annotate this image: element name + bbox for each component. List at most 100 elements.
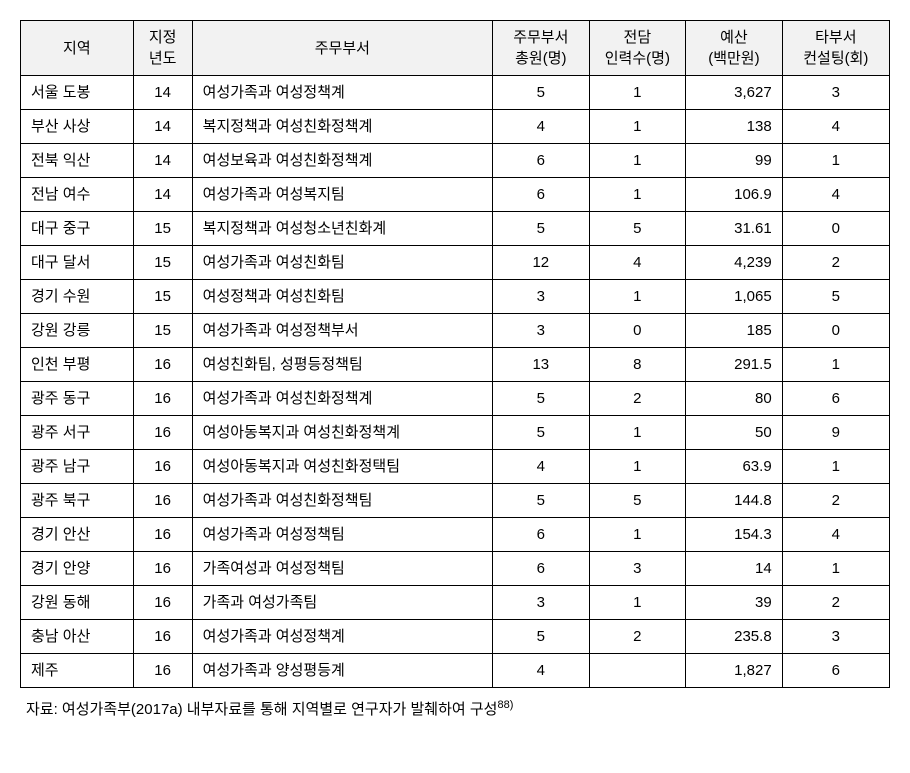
cell-budget: 185 bbox=[686, 314, 783, 348]
cell-consult: 6 bbox=[782, 382, 889, 416]
cell-staff: 4 bbox=[493, 654, 590, 688]
cell-year: 16 bbox=[133, 654, 192, 688]
cell-dept: 여성정책과 여성친화팀 bbox=[192, 280, 492, 314]
cell-region: 대구 달서 bbox=[21, 246, 134, 280]
cell-staff: 6 bbox=[493, 144, 590, 178]
cell-dedicated: 5 bbox=[589, 484, 686, 518]
table-header: 지역 지정년도 주무부서 주무부서총원(명) 전담인력수(명) 예산(백만원) … bbox=[21, 21, 890, 76]
cell-dedicated: 1 bbox=[589, 280, 686, 314]
table-row: 전남 여수14여성가족과 여성복지팀61106.94 bbox=[21, 178, 890, 212]
cell-year: 16 bbox=[133, 348, 192, 382]
cell-staff: 12 bbox=[493, 246, 590, 280]
cell-dept: 여성가족과 여성친화정책계 bbox=[192, 382, 492, 416]
cell-consult: 2 bbox=[782, 586, 889, 620]
cell-budget: 3,627 bbox=[686, 76, 783, 110]
cell-region: 충남 아산 bbox=[21, 620, 134, 654]
cell-staff: 3 bbox=[493, 280, 590, 314]
cell-dept: 여성가족과 여성정책계 bbox=[192, 76, 492, 110]
cell-year: 16 bbox=[133, 620, 192, 654]
table-row: 경기 수원15여성정책과 여성친화팀311,0655 bbox=[21, 280, 890, 314]
cell-dedicated: 1 bbox=[589, 76, 686, 110]
cell-consult: 2 bbox=[782, 246, 889, 280]
cell-budget: 31.61 bbox=[686, 212, 783, 246]
cell-year: 14 bbox=[133, 110, 192, 144]
cell-staff: 4 bbox=[493, 110, 590, 144]
cell-dept: 여성가족과 여성정책계 bbox=[192, 620, 492, 654]
cell-staff: 5 bbox=[493, 212, 590, 246]
cell-budget: 50 bbox=[686, 416, 783, 450]
cell-year: 16 bbox=[133, 552, 192, 586]
cell-dedicated bbox=[589, 654, 686, 688]
cell-region: 부산 사상 bbox=[21, 110, 134, 144]
cell-staff: 5 bbox=[493, 382, 590, 416]
cell-staff: 3 bbox=[493, 314, 590, 348]
table-row: 전북 익산14여성보육과 여성친화정책계61991 bbox=[21, 144, 890, 178]
cell-staff: 5 bbox=[493, 416, 590, 450]
cell-region: 서울 도봉 bbox=[21, 76, 134, 110]
cell-consult: 0 bbox=[782, 314, 889, 348]
source-footnote: 88) bbox=[497, 699, 513, 711]
table-row: 광주 서구16여성아동복지과 여성친화정책계51509 bbox=[21, 416, 890, 450]
cell-dedicated: 1 bbox=[589, 144, 686, 178]
source-note: 자료: 여성가족부(2017a) 내부자료를 통해 지역별로 연구자가 발췌하여… bbox=[20, 698, 890, 719]
cell-region: 광주 북구 bbox=[21, 484, 134, 518]
cell-region: 인천 부평 bbox=[21, 348, 134, 382]
table-row: 강원 강릉15여성가족과 여성정책부서301850 bbox=[21, 314, 890, 348]
table-row: 충남 아산16여성가족과 여성정책계52235.83 bbox=[21, 620, 890, 654]
table-row: 경기 안산16여성가족과 여성정책팀61154.34 bbox=[21, 518, 890, 552]
table-body: 서울 도봉14여성가족과 여성정책계513,6273부산 사상14복지정책과 여… bbox=[21, 76, 890, 688]
cell-year: 15 bbox=[133, 314, 192, 348]
cell-budget: 106.9 bbox=[686, 178, 783, 212]
cell-year: 16 bbox=[133, 450, 192, 484]
th-budget: 예산(백만원) bbox=[686, 21, 783, 76]
th-dept: 주무부서 bbox=[192, 21, 492, 76]
cell-consult: 1 bbox=[782, 552, 889, 586]
cell-year: 16 bbox=[133, 416, 192, 450]
table-row: 광주 북구16여성가족과 여성친화정책팀55144.82 bbox=[21, 484, 890, 518]
table-row: 서울 도봉14여성가족과 여성정책계513,6273 bbox=[21, 76, 890, 110]
cell-consult: 3 bbox=[782, 76, 889, 110]
cell-dept: 복지정책과 여성청소년친화계 bbox=[192, 212, 492, 246]
cell-budget: 80 bbox=[686, 382, 783, 416]
cell-dedicated: 1 bbox=[589, 586, 686, 620]
table-row: 인천 부평16여성친화팀, 성평등정책팀138291.51 bbox=[21, 348, 890, 382]
cell-budget: 138 bbox=[686, 110, 783, 144]
cell-consult: 1 bbox=[782, 144, 889, 178]
cell-dept: 여성아동복지과 여성친화정책계 bbox=[192, 416, 492, 450]
cell-dedicated: 1 bbox=[589, 416, 686, 450]
cell-staff: 5 bbox=[493, 620, 590, 654]
data-table: 지역 지정년도 주무부서 주무부서총원(명) 전담인력수(명) 예산(백만원) … bbox=[20, 20, 890, 688]
cell-year: 14 bbox=[133, 178, 192, 212]
cell-budget: 63.9 bbox=[686, 450, 783, 484]
cell-budget: 144.8 bbox=[686, 484, 783, 518]
cell-dept: 여성아동복지과 여성친화정택팀 bbox=[192, 450, 492, 484]
cell-year: 16 bbox=[133, 518, 192, 552]
cell-consult: 2 bbox=[782, 484, 889, 518]
cell-region: 대구 중구 bbox=[21, 212, 134, 246]
cell-dept: 여성가족과 여성복지팀 bbox=[192, 178, 492, 212]
cell-region: 경기 안산 bbox=[21, 518, 134, 552]
cell-dedicated: 2 bbox=[589, 382, 686, 416]
cell-staff: 6 bbox=[493, 552, 590, 586]
cell-region: 강원 강릉 bbox=[21, 314, 134, 348]
cell-budget: 1,827 bbox=[686, 654, 783, 688]
cell-dept: 여성가족과 여성정책팀 bbox=[192, 518, 492, 552]
cell-year: 15 bbox=[133, 246, 192, 280]
cell-budget: 154.3 bbox=[686, 518, 783, 552]
cell-region: 경기 수원 bbox=[21, 280, 134, 314]
cell-staff: 5 bbox=[493, 484, 590, 518]
cell-consult: 9 bbox=[782, 416, 889, 450]
cell-budget: 235.8 bbox=[686, 620, 783, 654]
table-row: 광주 남구16여성아동복지과 여성친화정택팀4163.91 bbox=[21, 450, 890, 484]
cell-budget: 4,239 bbox=[686, 246, 783, 280]
cell-year: 14 bbox=[133, 144, 192, 178]
cell-year: 16 bbox=[133, 586, 192, 620]
cell-dept: 여성가족과 여성정책부서 bbox=[192, 314, 492, 348]
cell-budget: 1,065 bbox=[686, 280, 783, 314]
cell-region: 광주 동구 bbox=[21, 382, 134, 416]
table-row: 경기 안양16가족여성과 여성정책팀63141 bbox=[21, 552, 890, 586]
cell-year: 14 bbox=[133, 76, 192, 110]
cell-consult: 4 bbox=[782, 110, 889, 144]
cell-budget: 39 bbox=[686, 586, 783, 620]
cell-dedicated: 1 bbox=[589, 518, 686, 552]
